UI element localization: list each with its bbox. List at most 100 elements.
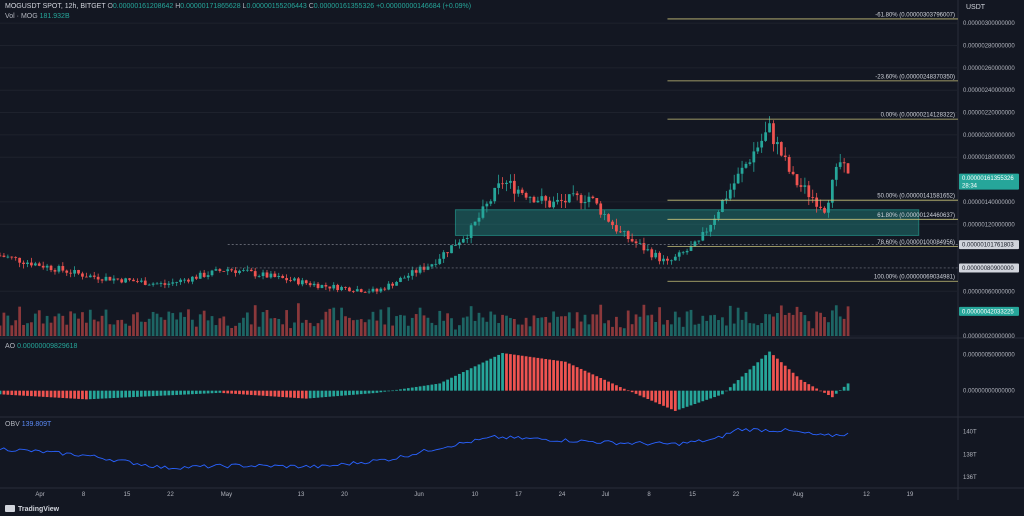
volume-bar — [548, 322, 552, 336]
volume-bar — [477, 312, 481, 336]
candle-body — [128, 278, 131, 280]
candle-body — [756, 147, 760, 152]
ao-bar — [414, 386, 418, 391]
ao-header: AO 0.00000009829618 — [5, 343, 77, 350]
volume-bar — [485, 321, 489, 336]
ao-bar — [14, 390, 18, 396]
ao-bar — [194, 390, 198, 394]
candle-body — [367, 291, 371, 293]
ao-bar — [187, 390, 190, 395]
ao-bar — [375, 390, 379, 393]
support-zone-rect — [454, 209, 920, 236]
volume-bar — [289, 328, 292, 336]
volume-bar — [85, 322, 88, 336]
volume-bar — [689, 309, 693, 336]
tradingview-logo[interactable]: TradingView — [5, 505, 59, 513]
volume-bar — [53, 316, 57, 336]
volume-bar — [265, 310, 269, 336]
volume-bar — [642, 304, 646, 336]
candle-body — [634, 241, 638, 244]
candle-body — [783, 155, 787, 158]
ao-bar — [61, 390, 65, 398]
ao-bar — [218, 390, 222, 393]
candle-body — [697, 240, 701, 242]
volume-bar — [709, 315, 713, 336]
volume-bar — [238, 322, 241, 336]
ao-bar — [516, 355, 520, 391]
time-tick-label: Apr — [35, 492, 44, 498]
candle-body — [328, 286, 332, 289]
volume-bar — [304, 319, 308, 336]
ao-bar — [351, 390, 355, 395]
volume-label[interactable]: Vol · MOG — [5, 13, 38, 20]
volume-bar — [497, 323, 501, 336]
ao-bar — [132, 390, 135, 398]
candle-body — [611, 221, 614, 226]
ao-bar — [626, 390, 630, 392]
fib-label: 78.60% (0.00000100084956) — [877, 240, 955, 246]
candle-body — [57, 266, 61, 272]
symbol-name[interactable]: MOGUSDT SPOT, 12h, BITGET — [5, 3, 106, 10]
volume-bar — [147, 318, 151, 336]
candle-body — [112, 278, 116, 281]
candle-body — [159, 283, 163, 284]
price-label-box — [959, 240, 1019, 250]
candle-body — [721, 200, 724, 212]
ao-bar — [717, 390, 720, 396]
candle-body — [124, 278, 128, 283]
candle-body — [681, 252, 685, 254]
candle-body — [461, 238, 465, 243]
volume-bar — [297, 303, 300, 336]
candle-body — [846, 163, 850, 174]
ao-value: 0.00000009829618 — [17, 343, 78, 350]
candle-body — [363, 292, 367, 293]
candle-body — [151, 283, 155, 285]
volume-bar — [489, 311, 493, 336]
candle-body — [493, 187, 497, 202]
volume-bar — [61, 315, 65, 336]
volume-bar — [234, 325, 237, 336]
time-tick-label: Jul — [602, 492, 610, 498]
candle-body — [615, 225, 618, 232]
ao-bar — [721, 390, 724, 395]
ao-bar — [654, 390, 658, 403]
candle-body — [410, 270, 414, 276]
volume-bar — [159, 317, 163, 336]
volume-bar — [128, 325, 131, 336]
ao-bar — [410, 387, 414, 391]
ao-bar — [151, 390, 155, 397]
ao-bar — [787, 369, 791, 391]
candle-body — [768, 123, 771, 133]
ao-bar — [289, 390, 292, 398]
ao-bar — [591, 374, 595, 391]
candle-body — [662, 258, 665, 262]
ao-bar — [53, 390, 57, 398]
price-tick-label: 0.00000280000000 — [963, 44, 1015, 50]
candle-body — [136, 281, 139, 282]
ao-label[interactable]: AO — [5, 343, 16, 350]
candle-body — [764, 132, 767, 141]
ao-bar — [501, 353, 504, 391]
volume-bar — [670, 324, 673, 336]
candle-body — [261, 272, 265, 277]
ao-bar — [689, 390, 693, 406]
ao-bar — [269, 390, 273, 397]
volume-bar — [493, 314, 497, 336]
time-tick-label: 8 — [82, 492, 86, 498]
ao-bar — [171, 390, 175, 396]
ohlc-key: C — [306, 3, 314, 10]
ao-bar — [175, 390, 179, 395]
obv-label[interactable]: OBV — [5, 421, 20, 428]
candle-body — [646, 249, 650, 251]
candle-body — [787, 157, 791, 172]
ao-bar — [583, 370, 587, 391]
candle-body — [33, 263, 37, 266]
volume-bar — [473, 320, 477, 336]
candle-body — [387, 283, 391, 290]
candle-body — [842, 162, 846, 164]
ao-bar — [30, 390, 33, 397]
ao-bar — [128, 390, 131, 398]
time-tick-label: 13 — [298, 492, 305, 498]
ao-bar — [41, 390, 45, 397]
